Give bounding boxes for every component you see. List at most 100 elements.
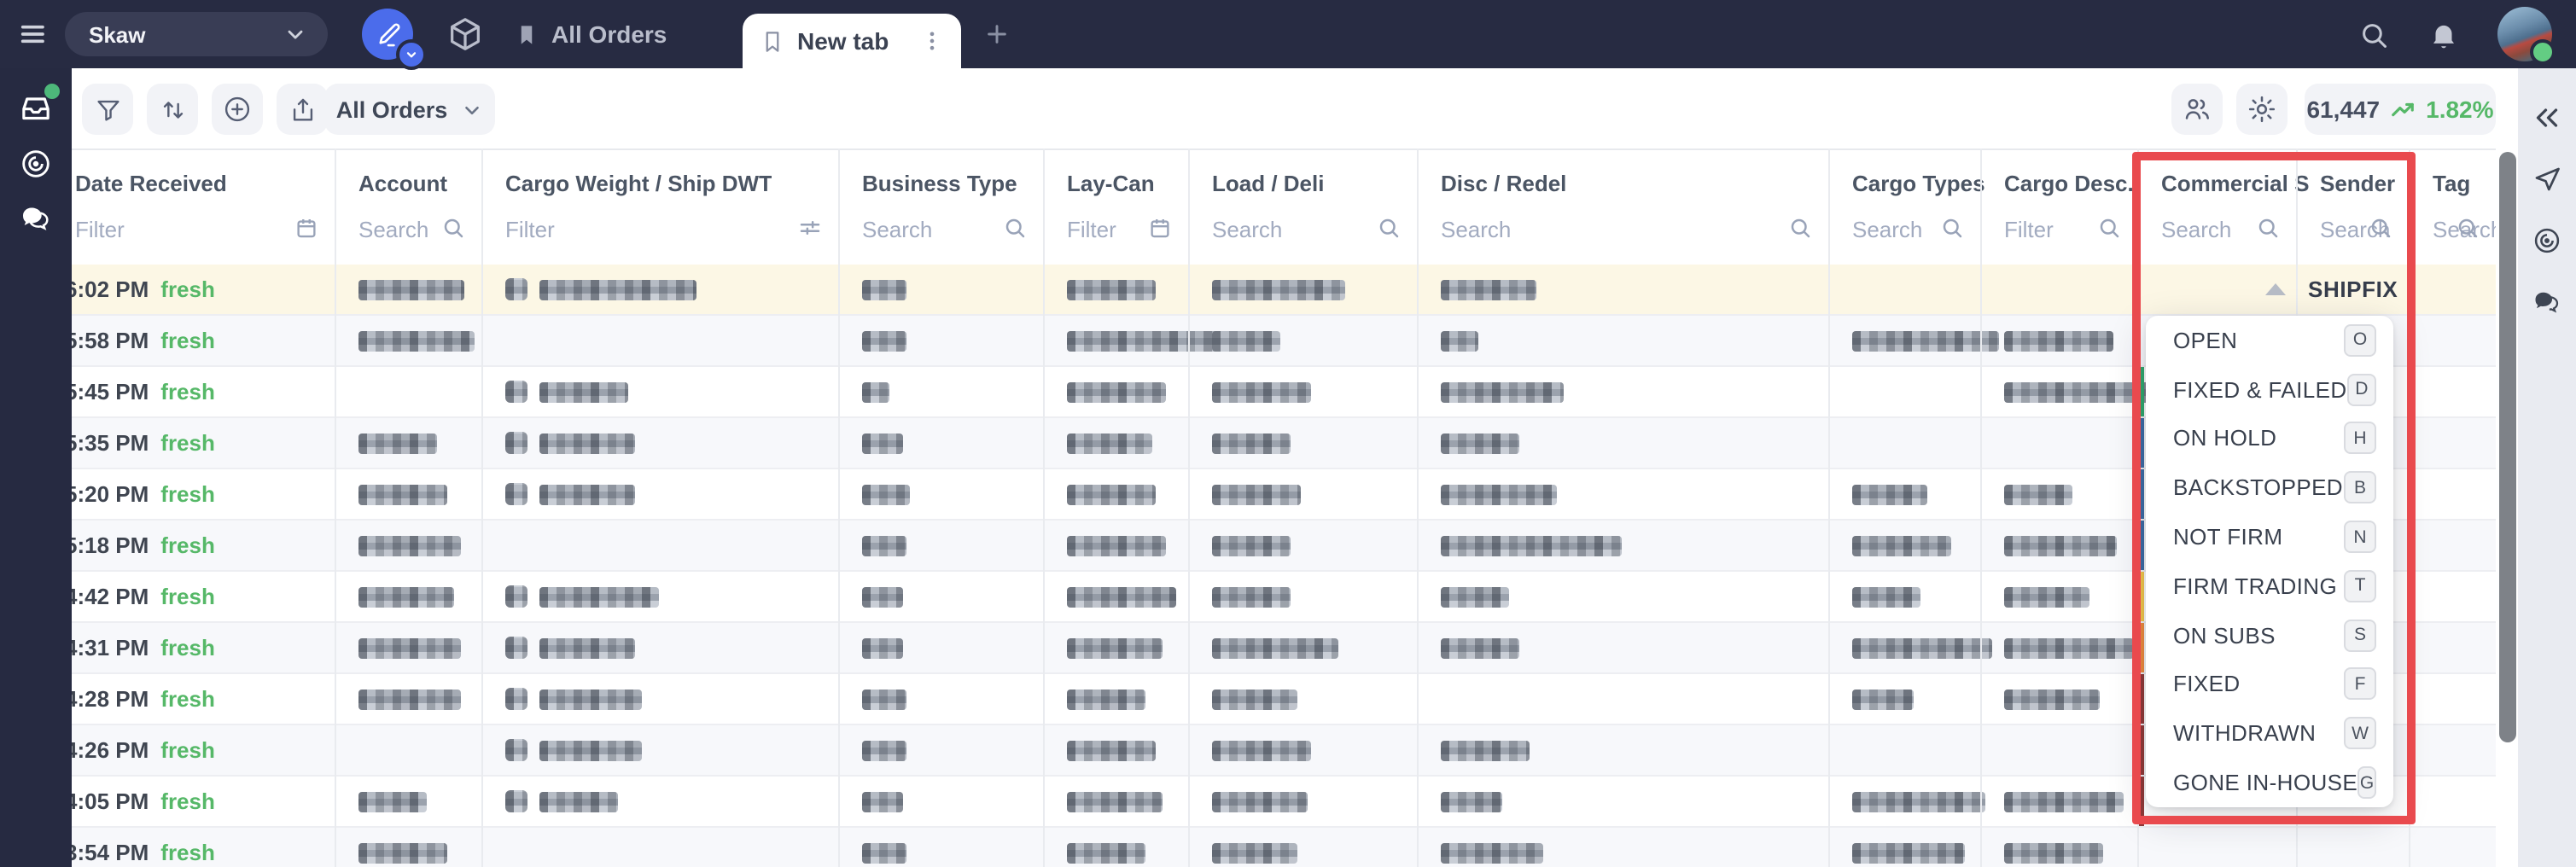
column-title[interactable]: Cargo Desc.: [2004, 171, 2134, 196]
status-cell-caret[interactable]: [2265, 283, 2286, 295]
send-icon[interactable]: [2532, 164, 2562, 195]
column-title[interactable]: Commercial S: [2161, 171, 2310, 196]
search-icon[interactable]: [2455, 215, 2480, 241]
column-title[interactable]: Lay-Can: [1067, 171, 1155, 196]
column-filter-input[interactable]: Search: [1852, 217, 1923, 242]
kebab-menu-icon[interactable]: [920, 29, 944, 53]
dropdown-item-on-subs[interactable]: ON SUBS S: [2146, 611, 2393, 660]
column-header-cargo_weight[interactable]: Cargo Weight / Ship DWT Filter: [481, 150, 838, 266]
dropdown-item-fixed[interactable]: FIXED F: [2146, 660, 2393, 709]
table-row[interactable]: 4:28 PM fresh: [0, 674, 2496, 725]
compose-dropdown-badge[interactable]: [396, 39, 427, 70]
view-selector-dropdown[interactable]: All Orders: [324, 84, 495, 135]
column-title[interactable]: Cargo Types: [1852, 171, 1985, 196]
lay_can-cell: [1067, 367, 1166, 416]
column-filter-input[interactable]: Search: [862, 217, 933, 242]
column-filter-input[interactable]: Search: [1212, 217, 1283, 242]
search-icon[interactable]: [1939, 215, 1965, 241]
table-row[interactable]: 5:45 PM fresh: [0, 367, 2496, 418]
table-row[interactable]: 5:18 PM fresh: [0, 521, 2496, 572]
search-icon[interactable]: [2255, 215, 2281, 241]
collapse-double-chevron-icon[interactable]: [2532, 102, 2562, 133]
redacted-text: [862, 279, 906, 300]
table-row[interactable]: 5:35 PM fresh: [0, 418, 2496, 469]
table-row[interactable]: 4:05 PM fresh: [0, 777, 2496, 828]
inbox-icon[interactable]: [19, 84, 60, 125]
table-row[interactable]: 4:42 PM fresh: [0, 572, 2496, 623]
radar-icon[interactable]: [19, 147, 53, 181]
dropdown-item-firm-trading[interactable]: FIRM TRADING T: [2146, 562, 2393, 611]
search-icon[interactable]: [1787, 215, 1813, 241]
column-filter-input[interactable]: Filter: [75, 217, 125, 242]
column-header-commercial_status[interactable]: Commercial S Search: [2137, 150, 2309, 266]
chat-icon[interactable]: [19, 201, 53, 236]
workspace-selector[interactable]: Skaw: [65, 12, 328, 56]
cube-icon[interactable]: [446, 0, 485, 68]
settings-button[interactable]: [2236, 84, 2288, 135]
search-icon[interactable]: [1376, 215, 1402, 241]
column-header-tag[interactable]: Tag Search: [2409, 150, 2503, 266]
column-title[interactable]: Disc / Redel: [1441, 171, 1567, 196]
redacted-text: [1852, 791, 1985, 812]
pinned-tab-all-orders[interactable]: All Orders: [514, 0, 667, 68]
search-icon[interactable]: [1002, 215, 1028, 241]
column-header-sender[interactable]: Sender Search: [2296, 150, 2409, 266]
radar-icon[interactable]: [2532, 225, 2562, 256]
redacted-icon: [505, 278, 527, 300]
column-filter-input[interactable]: Search: [358, 217, 429, 242]
dropdown-item-gone-in-house[interactable]: GONE IN-HOUSE G: [2146, 758, 2393, 807]
dropdown-item-on-hold[interactable]: ON HOLD H: [2146, 414, 2393, 463]
table-row[interactable]: 6:02 PM fresh SHIPFIX: [0, 265, 2496, 316]
bell-icon[interactable]: [2427, 18, 2460, 50]
column-header-cargo_desc[interactable]: Cargo Desc. Filter: [1980, 150, 2137, 266]
column-filter-input[interactable]: Search: [1441, 217, 1512, 242]
column-header-business_type[interactable]: Business Type Search: [838, 150, 1043, 266]
column-filter-input[interactable]: Filter: [1067, 217, 1116, 242]
column-title[interactable]: Account: [358, 171, 447, 196]
calendar-icon[interactable]: [1147, 215, 1173, 241]
column-filter-input[interactable]: Filter: [2004, 217, 2054, 242]
sort-button[interactable]: [147, 84, 198, 135]
share-contacts-button[interactable]: [2171, 84, 2223, 135]
table-row[interactable]: 5:58 PM fresh: [0, 316, 2496, 367]
column-header-lay_can[interactable]: Lay-Can Filter: [1043, 150, 1188, 266]
column-title[interactable]: Date Received: [75, 171, 227, 196]
column-title[interactable]: Business Type: [862, 171, 1017, 196]
export-button[interactable]: [277, 84, 328, 135]
filter-button[interactable]: [82, 84, 133, 135]
table-row[interactable]: 4:31 PM fresh: [0, 623, 2496, 674]
search-icon[interactable]: [2357, 18, 2390, 50]
hamburger-menu-icon[interactable]: [17, 0, 51, 68]
add-order-button[interactable]: [212, 84, 263, 135]
table-row[interactable]: 3:54 PM fresh: [0, 828, 2496, 867]
vertical-scrollbar-thumb[interactable]: [2499, 152, 2516, 742]
search-icon[interactable]: [440, 215, 466, 241]
account-cell: [358, 469, 447, 519]
search-icon[interactable]: [2368, 215, 2393, 241]
column-header-date[interactable]: Date Received Filter: [72, 150, 335, 266]
column-header-disc_redel[interactable]: Disc / Redel Search: [1417, 150, 1828, 266]
column-header-load_deli[interactable]: Load / Deli Search: [1188, 150, 1417, 266]
user-avatar[interactable]: [2497, 7, 2556, 65]
dropdown-item-withdrawn[interactable]: WITHDRAWN W: [2146, 709, 2393, 759]
table-row[interactable]: 4:26 PM fresh: [0, 725, 2496, 777]
column-filter-input[interactable]: Filter: [505, 217, 555, 242]
dropdown-item-open[interactable]: OPEN O: [2146, 316, 2393, 365]
chat-icon[interactable]: [2532, 287, 2562, 317]
calendar-icon[interactable]: [294, 215, 319, 241]
column-filter-input[interactable]: Search: [2161, 217, 2232, 242]
column-title[interactable]: Load / Deli: [1212, 171, 1325, 196]
column-title[interactable]: Tag: [2433, 171, 2471, 196]
column-title[interactable]: Sender: [2320, 171, 2396, 196]
column-header-cargo_types[interactable]: Cargo Types Search: [1828, 150, 1985, 266]
add-tab-button[interactable]: [983, 0, 1011, 68]
column-header-account[interactable]: Account Search: [335, 150, 481, 266]
column-title[interactable]: Cargo Weight / Ship DWT: [505, 171, 772, 196]
dropdown-item-backstopped[interactable]: BACKSTOPPED B: [2146, 463, 2393, 513]
sliders-icon[interactable]: [797, 215, 823, 241]
dropdown-item-fixed-failed[interactable]: FIXED & FAILED D: [2146, 365, 2393, 415]
table-row[interactable]: 5:20 PM fresh: [0, 469, 2496, 521]
dropdown-item-not-firm[interactable]: NOT FIRM N: [2146, 512, 2393, 562]
active-tab-new-tab[interactable]: New tab: [743, 14, 961, 68]
search-icon[interactable]: [2096, 215, 2122, 241]
